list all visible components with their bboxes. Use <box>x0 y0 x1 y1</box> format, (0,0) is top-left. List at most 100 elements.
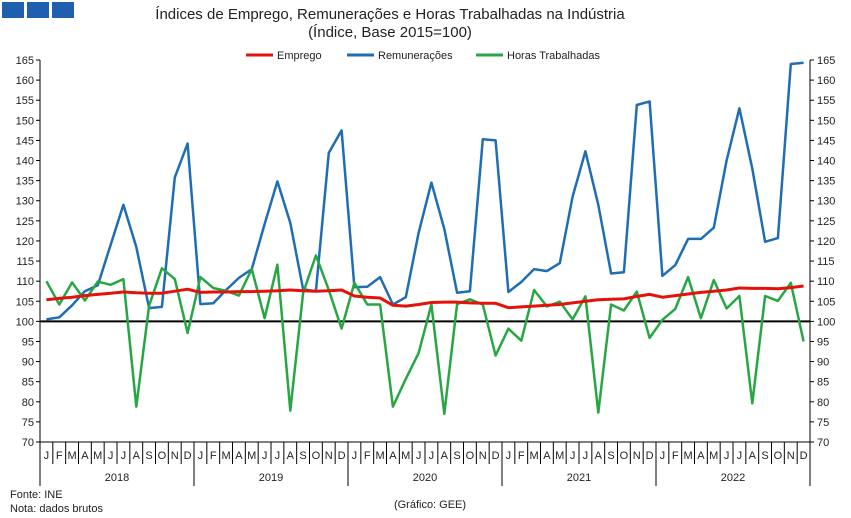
x-tick-label-month: D <box>800 450 808 462</box>
x-tick-label-year: 2018 <box>105 472 129 484</box>
x-tick-label-month: J <box>506 450 512 462</box>
x-tick-label-month: S <box>607 450 614 462</box>
y-axis-left: 70 75 80 85 90 95 100 105 110 115 120 125 130 135 140 1… <box>16 55 40 449</box>
x-tick-label-month: J <box>108 450 114 462</box>
y-tick-label-right: 165 <box>817 55 835 67</box>
x-tick-label-month: M <box>221 450 230 462</box>
x-tick-label-month: A <box>543 450 551 462</box>
x-tick-label-month: D <box>646 450 654 462</box>
x-tick-label-month: O <box>158 450 167 462</box>
legend-label-horas: Horas Trabalhadas <box>507 50 600 62</box>
y-tick-label-left: 115 <box>16 256 34 268</box>
header-block <box>52 2 74 18</box>
x-tick-label-month: M <box>529 450 538 462</box>
x-tick-label-month: N <box>787 450 795 462</box>
y-tick-label-left: 125 <box>16 216 34 228</box>
series-line-emprego <box>46 284 804 310</box>
x-tick-label-month: J <box>275 450 281 462</box>
x-tick-label-month: N <box>171 450 179 462</box>
x-tick-label-month: A <box>697 450 705 462</box>
y-tick-label-left: 110 <box>16 276 34 288</box>
x-tick-label-year: 2022 <box>721 472 745 484</box>
x-tick-label-month: M <box>67 450 76 462</box>
x-tick-label-month: O <box>312 450 321 462</box>
series-lines <box>45 61 805 416</box>
x-tick-label-month: A <box>287 450 295 462</box>
chart-subtitle: (Índice, Base 2015=100) <box>308 24 472 41</box>
x-tick-label-month: N <box>479 450 487 462</box>
x-tick-label-month: J <box>737 450 743 462</box>
x-tick-label-month: S <box>145 450 152 462</box>
y-tick-label-right: 155 <box>817 95 835 107</box>
x-tick-label-month: N <box>325 450 333 462</box>
y-axis-right: 70 75 80 85 90 95 100 105 110 115 120 125 130 135 140 1… <box>810 55 835 449</box>
y-tick-label-left: 75 <box>22 417 34 429</box>
x-tick-label-year: 2021 <box>567 472 591 484</box>
chart-credit: (Gráfico: GEE) <box>394 499 466 511</box>
x-tick-label-month: N <box>633 450 641 462</box>
x-tick-label-month: J <box>429 450 435 462</box>
y-tick-label-left: 150 <box>16 115 34 127</box>
x-tick-label-month: J <box>262 450 268 462</box>
y-tick-label-right: 120 <box>817 236 835 248</box>
y-tick-label-right: 75 <box>817 417 829 429</box>
x-tick-label-month: J <box>583 450 589 462</box>
y-tick-label-left: 165 <box>16 55 34 67</box>
y-tick-label-right: 80 <box>817 397 829 409</box>
y-tick-label-right: 150 <box>817 115 835 127</box>
series-line-remuneracoes <box>46 61 804 321</box>
y-tick-label-left: 85 <box>22 377 34 389</box>
x-tick-label-month: F <box>518 450 525 462</box>
y-tick-label-right: 100 <box>817 316 835 328</box>
x-tick-label-month: D <box>338 450 346 462</box>
chart-title: Índices de Emprego, Remunerações e Horas… <box>155 6 625 23</box>
legend-label-remuneracoes: Remunerações <box>378 50 453 62</box>
x-tick-label-month: J <box>352 450 358 462</box>
y-tick-label-left: 155 <box>16 95 34 107</box>
y-tick-label-right: 85 <box>817 377 829 389</box>
legend: Emprego Remunerações Horas Trabalhadas <box>246 50 600 62</box>
x-tick-label-month: M <box>247 450 256 462</box>
x-tick-label-month: A <box>595 450 603 462</box>
x-tick-label-month: D <box>492 450 500 462</box>
x-tick-label-month: J <box>44 450 50 462</box>
x-tick-label-month: O <box>774 450 783 462</box>
x-tick-label-month: M <box>709 450 718 462</box>
y-tick-label-left: 100 <box>16 316 34 328</box>
x-tick-label-month: J <box>570 450 576 462</box>
x-tick-label-month: S <box>761 450 768 462</box>
y-tick-label-left: 95 <box>22 336 34 348</box>
x-tick-label-month: O <box>620 450 629 462</box>
y-tick-label-left: 105 <box>16 296 34 308</box>
y-tick-label-right: 70 <box>817 437 829 449</box>
x-tick-label-month: J <box>121 450 127 462</box>
y-tick-label-right: 95 <box>817 336 829 348</box>
x-tick-label-month: F <box>56 450 63 462</box>
y-tick-label-left: 80 <box>22 397 34 409</box>
x-tick-label-month: A <box>133 450 141 462</box>
plot-frame <box>39 60 811 443</box>
x-tick-label-month: A <box>389 450 397 462</box>
y-tick-label-left: 120 <box>16 236 34 248</box>
y-tick-label-right: 140 <box>817 156 835 168</box>
x-tick-label-month: O <box>466 450 475 462</box>
x-tick-label-month: J <box>660 450 666 462</box>
x-tick-label-month: F <box>210 450 217 462</box>
y-tick-label-right: 90 <box>817 357 829 369</box>
x-tick-label-month: J <box>198 450 204 462</box>
x-tick-label-month: A <box>441 450 449 462</box>
y-tick-label-right: 160 <box>817 75 835 87</box>
x-tick-label-month: J <box>416 450 422 462</box>
legend-label-emprego: Emprego <box>277 50 322 62</box>
y-tick-label-left: 90 <box>22 357 34 369</box>
data-note: Nota: dados brutos <box>10 503 103 515</box>
header-blocks <box>2 2 74 18</box>
x-tick-label-month: F <box>672 450 679 462</box>
x-tick-label-month: J <box>724 450 730 462</box>
x-tick-label-month: M <box>93 450 102 462</box>
x-tick-label-month: M <box>401 450 410 462</box>
y-tick-label-right: 110 <box>817 276 835 288</box>
y-tick-label-right: 145 <box>817 135 835 147</box>
